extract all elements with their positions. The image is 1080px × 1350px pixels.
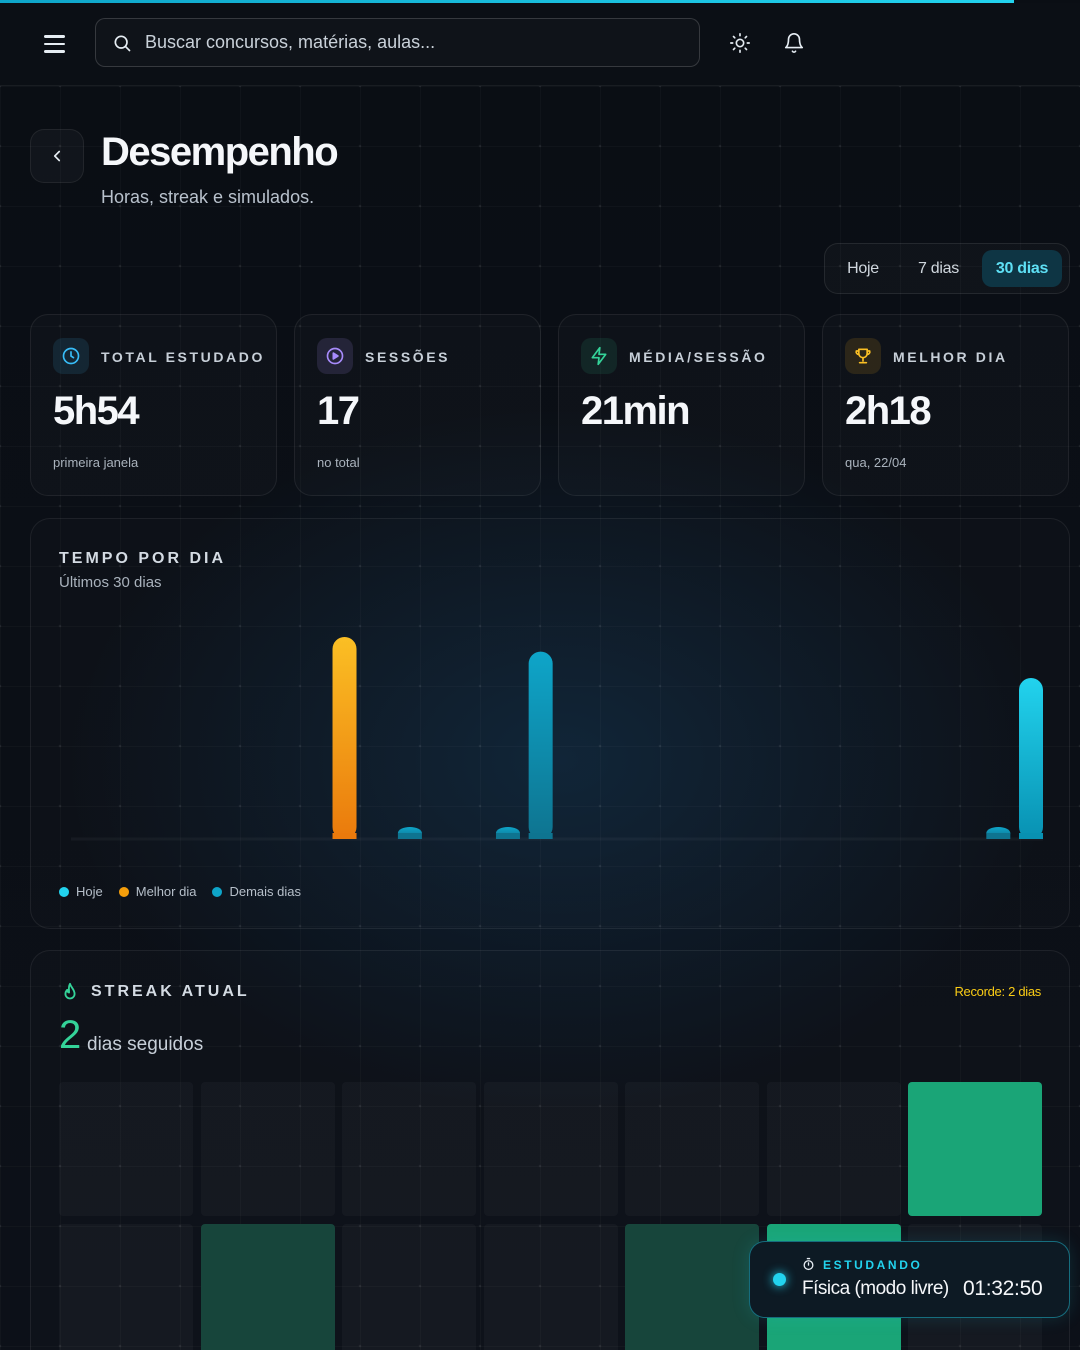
tab-30-dias[interactable]: 30 dias <box>982 250 1062 287</box>
chevron-left-icon <box>53 150 61 162</box>
bolt-icon <box>581 338 617 374</box>
bar-chart <box>71 637 1043 841</box>
streak-day-cell[interactable] <box>625 1223 759 1350</box>
search-input[interactable] <box>132 19 699 66</box>
stat-card-sessions: SESSÕES 17 no total <box>294 314 541 496</box>
chart-subtitle: Últimos 30 dias <box>59 574 162 591</box>
play-circle-icon <box>317 338 353 374</box>
top-progress-bar <box>0 0 1014 3</box>
legend-item-today: Hoje <box>59 884 103 899</box>
stat-label: SESSÕES <box>365 349 451 365</box>
streak-record: Recorde: 2 dias <box>954 984 1041 999</box>
stat-value: 2h18 <box>845 389 932 433</box>
streak-day-cell[interactable] <box>201 1082 335 1216</box>
tab-7-dias[interactable]: 7 dias <box>918 260 959 277</box>
timer-status: ESTUDANDO <box>823 1258 923 1272</box>
streak-day-cell[interactable] <box>59 1082 193 1216</box>
chart-bar-base <box>986 833 1011 839</box>
chart-bar[interactable] <box>528 651 553 839</box>
stopwatch-icon <box>803 1257 814 1271</box>
search-bar[interactable] <box>95 18 700 67</box>
chart-bar-base <box>1019 833 1043 839</box>
recording-indicator <box>773 1273 786 1286</box>
clock-icon <box>53 338 89 374</box>
streak-unit: dias seguidos <box>87 1034 204 1055</box>
stat-card-total: TOTAL ESTUDADO 5h54 primeira janela <box>30 314 277 496</box>
chart-bar-base <box>332 833 357 839</box>
streak-title: STREAK ATUAL <box>91 983 250 1000</box>
stat-card-best-day: MELHOR DIA 2h18 qua, 22/04 <box>822 314 1069 496</box>
streak-day-cell[interactable] <box>625 1082 759 1216</box>
stat-value: 21min <box>581 389 691 433</box>
stat-label: MELHOR DIA <box>893 349 1008 365</box>
chart-bar[interactable] <box>1019 677 1043 839</box>
stat-label: MÉDIA/SESSÃO <box>629 349 768 365</box>
menu-button[interactable] <box>40 31 70 57</box>
theme-toggle-button[interactable] <box>725 28 755 58</box>
page-subtitle: Horas, streak e simulados. <box>101 187 315 207</box>
legend-item-other: Demais dias <box>212 884 301 899</box>
study-timer-widget[interactable]: ESTUDANDO Física (modo livre) 01:32:50 <box>749 1241 1070 1318</box>
legend-item-best: Melhor dia <box>118 884 197 899</box>
notifications-button[interactable] <box>779 28 809 58</box>
top-bar <box>0 3 1080 86</box>
menu-icon <box>44 35 65 38</box>
legend-label: Demais dias <box>229 884 301 899</box>
streak-count: 2 <box>59 1013 82 1057</box>
sun-icon <box>730 33 750 53</box>
chart-legend: Hoje Melhor dia Demais dias <box>59 884 301 899</box>
legend-label: Melhor dia <box>135 884 197 899</box>
chart-bar-base <box>495 833 520 839</box>
chart-bar-base <box>397 833 422 839</box>
stat-sub: no total <box>317 455 360 470</box>
chart-bar-base <box>528 833 553 839</box>
stat-label: TOTAL ESTUDADO <box>101 349 265 365</box>
tab-hoje[interactable]: Hoje <box>847 260 879 277</box>
stat-sub: primeira janela <box>53 455 139 470</box>
streak-day-cell[interactable] <box>908 1082 1042 1216</box>
range-tabs: Hoje 7 dias 30 dias <box>824 243 1070 294</box>
streak-day-cell[interactable] <box>200 1223 335 1350</box>
legend-dot <box>59 886 69 897</box>
streak-day-cell[interactable] <box>59 1224 193 1350</box>
streak-day-cell[interactable] <box>484 1082 618 1216</box>
timer-subject: Física (modo livre) <box>802 1278 949 1299</box>
streak-day-cell[interactable] <box>342 1082 476 1216</box>
chart-bar[interactable] <box>332 637 357 839</box>
stat-card-average: MÉDIA/SESSÃO 21min <box>558 314 805 496</box>
back-button[interactable] <box>30 129 84 183</box>
legend-dot <box>212 886 223 897</box>
page-title: Desempenho <box>101 130 339 174</box>
trophy-icon <box>845 338 881 374</box>
bell-icon <box>784 33 804 53</box>
stat-value: 5h54 <box>53 389 140 433</box>
legend-dot <box>118 886 129 897</box>
streak-day-cell[interactable] <box>342 1224 476 1350</box>
stat-value: 17 <box>317 389 360 433</box>
time-per-day-chart-card: TEMPO POR DIA Últimos 30 dias Hoje Melho… <box>30 518 1070 929</box>
timer-elapsed: 01:32:50 <box>963 1277 1043 1300</box>
search-icon <box>114 35 131 51</box>
streak-day-cell[interactable] <box>767 1082 901 1216</box>
stat-sub: qua, 22/04 <box>845 455 907 470</box>
flame-icon <box>64 982 76 1000</box>
chart-title: TEMPO POR DIA <box>59 550 227 567</box>
legend-label: Hoje <box>76 884 103 899</box>
streak-day-cell[interactable] <box>484 1224 618 1350</box>
